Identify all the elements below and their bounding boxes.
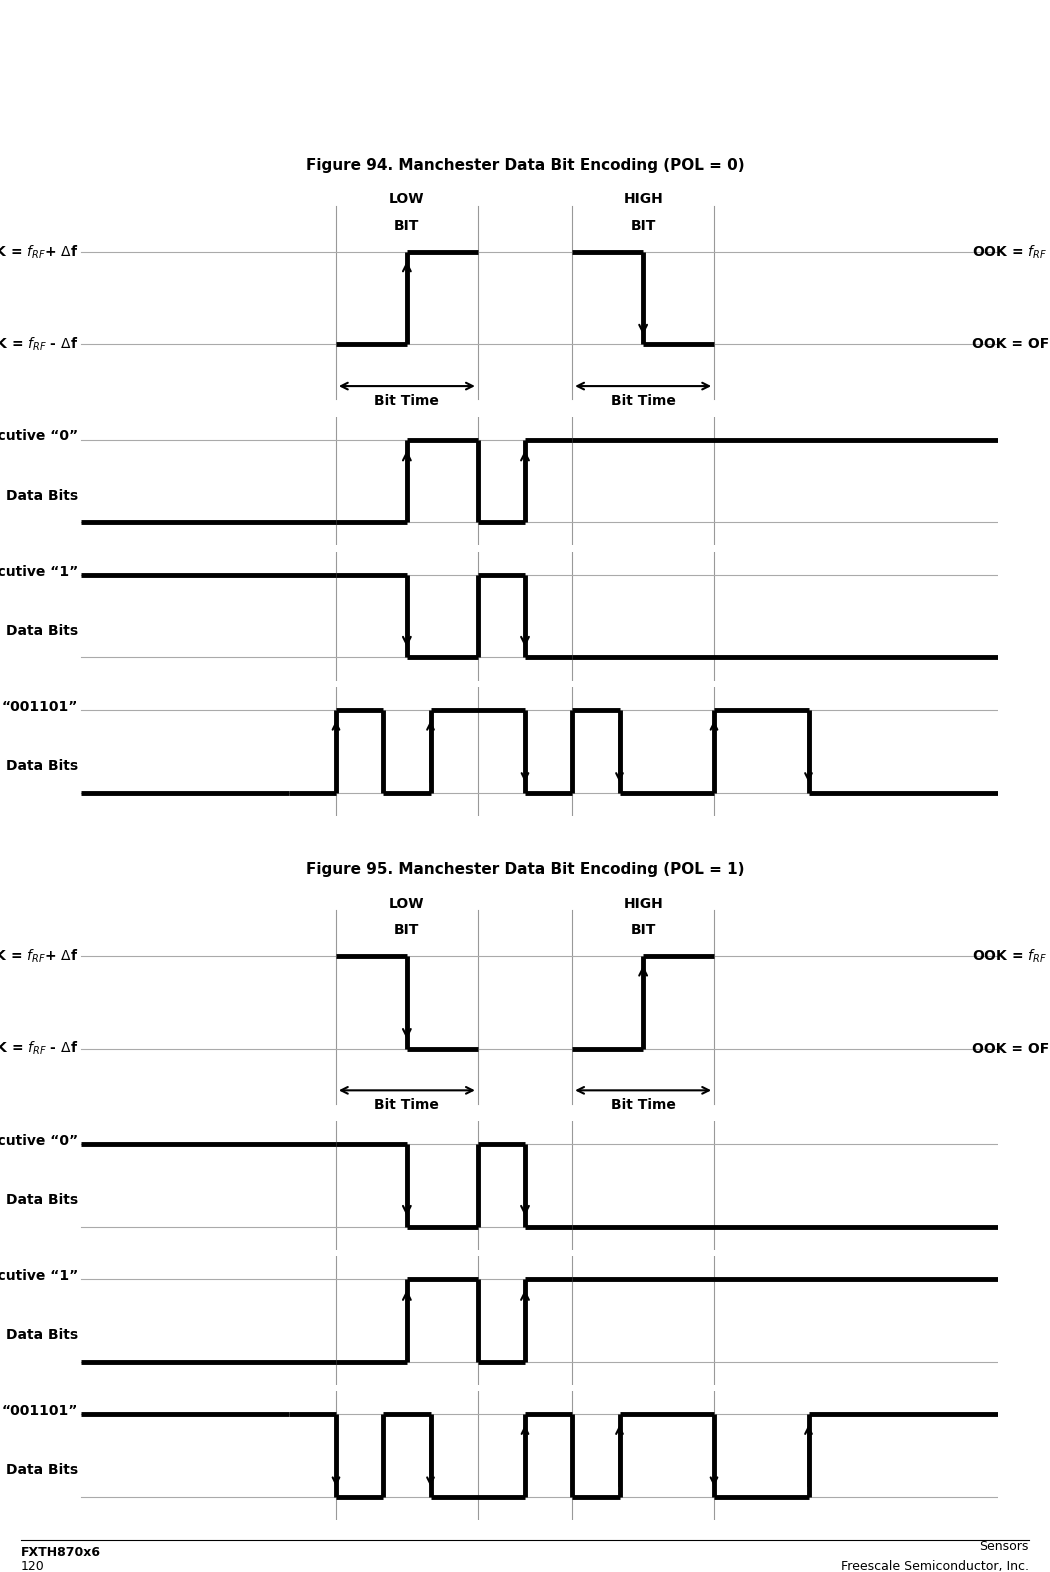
Text: Data Bits: Data Bits [6, 759, 78, 773]
Text: Consecutive “0”: Consecutive “0” [0, 429, 78, 443]
Text: Figure 94. Manchester Data Bit Encoding (POL = 0): Figure 94. Manchester Data Bit Encoding … [306, 157, 744, 173]
Text: OOK = OFF: OOK = OFF [972, 1042, 1050, 1055]
Text: Data Bits: Data Bits [6, 1193, 78, 1207]
Text: Consecutive “0”: Consecutive “0” [0, 1133, 78, 1148]
Text: “001101”: “001101” [2, 700, 78, 714]
Text: Bit Time: Bit Time [611, 395, 675, 409]
Text: Figure 95. Manchester Data Bit Encoding (POL = 1): Figure 95. Manchester Data Bit Encoding … [306, 861, 744, 877]
Text: Consecutive “1”: Consecutive “1” [0, 564, 78, 578]
Text: Sensors: Sensors [980, 1539, 1029, 1553]
Text: LOW: LOW [390, 896, 424, 910]
Text: Bit Time: Bit Time [611, 1099, 675, 1113]
Text: FSK = $f_{RF}$+ $\Delta$f: FSK = $f_{RF}$+ $\Delta$f [0, 244, 78, 261]
Text: HIGH: HIGH [624, 896, 663, 910]
Text: BIT: BIT [630, 219, 656, 233]
Text: FSK = $f_{RF}$+ $\Delta$f: FSK = $f_{RF}$+ $\Delta$f [0, 948, 78, 965]
Text: BIT: BIT [394, 219, 420, 233]
Text: Consecutive “1”: Consecutive “1” [0, 1269, 78, 1283]
Text: Data Bits: Data Bits [6, 1464, 78, 1478]
Text: Data Bits: Data Bits [6, 624, 78, 638]
Text: “001101”: “001101” [2, 1404, 78, 1418]
Text: OOK = OFF: OOK = OFF [972, 338, 1050, 351]
Text: Freescale Semiconductor, Inc.: Freescale Semiconductor, Inc. [841, 1561, 1029, 1572]
Text: OOK = $f_{RF}$: OOK = $f_{RF}$ [972, 948, 1047, 965]
Text: HIGH: HIGH [624, 192, 663, 206]
Text: LOW: LOW [390, 192, 424, 206]
Text: FSK = $f_{RF}$ - $\Delta$f: FSK = $f_{RF}$ - $\Delta$f [0, 335, 78, 354]
Text: Bit Time: Bit Time [375, 1099, 439, 1113]
Text: FXTH870x6: FXTH870x6 [21, 1547, 101, 1559]
Text: BIT: BIT [630, 923, 656, 937]
Text: OOK = $f_{RF}$: OOK = $f_{RF}$ [972, 244, 1047, 261]
Text: FSK = $f_{RF}$ - $\Delta$f: FSK = $f_{RF}$ - $\Delta$f [0, 1039, 78, 1058]
Text: Bit Time: Bit Time [375, 395, 439, 409]
Text: 120: 120 [21, 1561, 45, 1572]
Text: BIT: BIT [394, 923, 420, 937]
Text: Data Bits: Data Bits [6, 1328, 78, 1342]
Text: Data Bits: Data Bits [6, 489, 78, 503]
